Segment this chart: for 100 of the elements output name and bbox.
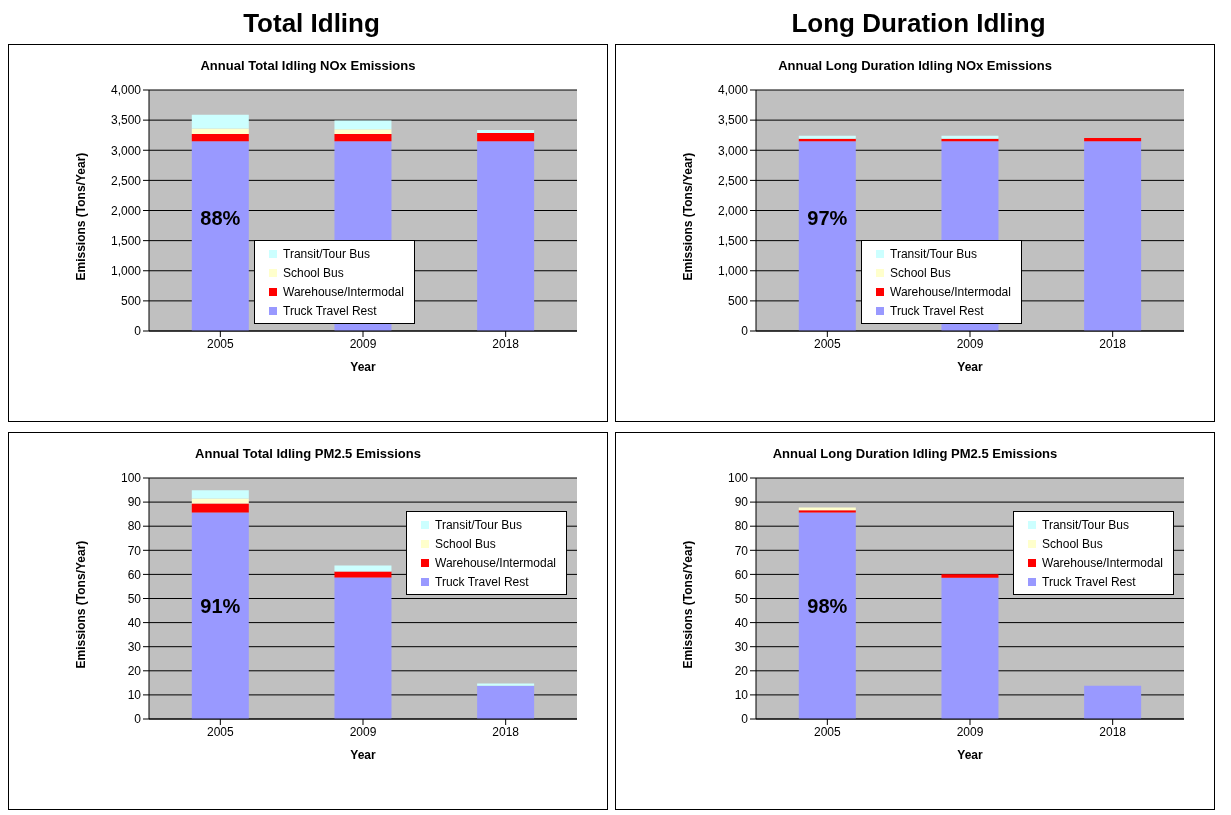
- y-tick-label: 10: [127, 688, 142, 703]
- y-tick-label: 2,000: [717, 203, 749, 218]
- chart-title: Annual Long Duration Idling NOx Emissions: [777, 58, 1053, 73]
- bar: [941, 574, 999, 578]
- legend-label: Warehouse/Intermodal: [1042, 555, 1163, 570]
- y-tick-label: 0: [741, 712, 749, 727]
- legend-label: Warehouse/Intermodal: [435, 555, 556, 570]
- bar: [334, 571, 392, 578]
- x-tick-label: 2018: [492, 336, 520, 351]
- x-tick-label: 2018: [1099, 724, 1127, 739]
- legend-label: Truck Travel Rest: [890, 303, 984, 318]
- y-tick-label: 50: [734, 591, 749, 606]
- y-tick-label: 500: [727, 294, 749, 309]
- bar: [191, 490, 249, 499]
- bar: [191, 141, 249, 331]
- x-tick-label: 2009: [349, 336, 377, 351]
- x-axis-title: Year: [957, 748, 984, 762]
- y-tick-label: 3,500: [110, 113, 142, 128]
- bar: [191, 133, 249, 142]
- x-tick-label: 2009: [956, 336, 984, 351]
- bar: [334, 129, 392, 134]
- x-tick-label: 2018: [1099, 336, 1127, 351]
- y-tick-label: 80: [734, 519, 749, 534]
- bar: [191, 114, 249, 129]
- y-tick-label: 1,000: [110, 264, 142, 279]
- bar: [191, 512, 249, 719]
- x-axis-title: Year: [957, 360, 984, 374]
- x-tick-label: 2005: [206, 336, 234, 351]
- y-tick-label: 90: [127, 495, 142, 510]
- y-tick-label: 90: [734, 495, 749, 510]
- y-tick-label: 70: [127, 543, 142, 558]
- legend-label: Warehouse/Intermodal: [283, 284, 404, 299]
- legend-label: Transit/Tour Bus: [1042, 517, 1129, 532]
- bar: [477, 130, 535, 134]
- bar: [477, 683, 535, 686]
- bar: [477, 685, 535, 719]
- y-tick-label: 1,500: [110, 233, 142, 248]
- y-tick-label: 3,000: [110, 143, 142, 158]
- y-tick-label: 3,500: [717, 113, 749, 128]
- y-tick-label: 4,000: [110, 83, 142, 98]
- bar: [191, 128, 249, 134]
- x-tick-label: 2009: [349, 724, 377, 739]
- annotation: 88%: [200, 206, 241, 229]
- y-tick-label: 3,000: [717, 143, 749, 158]
- bar: [798, 512, 856, 719]
- y-axis-title: Emissions (Tons/Year): [74, 152, 89, 281]
- bar: [477, 133, 535, 142]
- y-tick-label: 60: [734, 567, 749, 582]
- y-tick-label: 2,000: [110, 203, 142, 218]
- y-tick-label: 1,500: [717, 233, 749, 248]
- x-tick-label: 2005: [813, 724, 841, 739]
- y-tick-label: 80: [127, 519, 142, 534]
- y-tick-label: 0: [134, 324, 142, 339]
- chart-subtitle: Long Duration Idling: [790, 8, 1047, 40]
- y-tick-label: 30: [734, 639, 749, 654]
- bar: [941, 577, 999, 719]
- legend-label: School Bus: [435, 536, 496, 551]
- x-tick-label: 2009: [956, 724, 984, 739]
- y-tick-label: 50: [127, 591, 142, 606]
- legend-label: Truck Travel Rest: [283, 303, 377, 318]
- y-tick-label: 0: [134, 712, 142, 727]
- annotation: 91%: [200, 594, 241, 617]
- y-axis-title: Emissions (Tons/Year): [681, 152, 696, 281]
- y-tick-label: 500: [120, 294, 142, 309]
- chart-title: Annual Long Duration Idling PM2.5 Emissions: [771, 446, 1059, 461]
- y-tick-label: 70: [734, 543, 749, 558]
- y-tick-label: 20: [734, 664, 749, 679]
- x-tick-label: 2018: [492, 724, 520, 739]
- legend-label: School Bus: [890, 265, 951, 280]
- y-tick-label: 100: [120, 471, 142, 486]
- y-tick-label: 100: [727, 471, 749, 486]
- bar: [334, 565, 392, 572]
- legend-label: Transit/Tour Bus: [283, 246, 370, 261]
- legend-label: Transit/Tour Bus: [435, 517, 522, 532]
- legend-label: Warehouse/Intermodal: [890, 284, 1011, 299]
- bar: [191, 498, 249, 504]
- y-tick-label: 30: [127, 639, 142, 654]
- bar: [334, 577, 392, 719]
- chart-subtitle: Total Idling: [242, 8, 381, 40]
- x-axis-title: Year: [350, 360, 377, 374]
- legend-label: Truck Travel Rest: [1042, 574, 1136, 589]
- y-tick-label: 20: [127, 664, 142, 679]
- y-axis-title: Emissions (Tons/Year): [74, 540, 89, 669]
- y-tick-label: 60: [127, 567, 142, 582]
- annotation: 97%: [807, 206, 848, 229]
- annotation: 98%: [807, 594, 848, 617]
- bar: [334, 120, 392, 130]
- y-tick-label: 2,500: [717, 173, 749, 188]
- legend-label: Transit/Tour Bus: [890, 246, 977, 261]
- y-tick-label: 40: [734, 615, 749, 630]
- bar: [334, 133, 392, 142]
- y-axis-title: Emissions (Tons/Year): [681, 540, 696, 669]
- bar: [477, 141, 535, 331]
- legend-label: Truck Travel Rest: [435, 574, 529, 589]
- legend-label: School Bus: [1042, 536, 1103, 551]
- y-tick-label: 40: [127, 615, 142, 630]
- chart-title: Annual Total Idling PM2.5 Emissions: [194, 446, 422, 461]
- bar: [191, 503, 249, 513]
- x-tick-label: 2005: [206, 724, 234, 739]
- x-axis-title: Year: [350, 748, 377, 762]
